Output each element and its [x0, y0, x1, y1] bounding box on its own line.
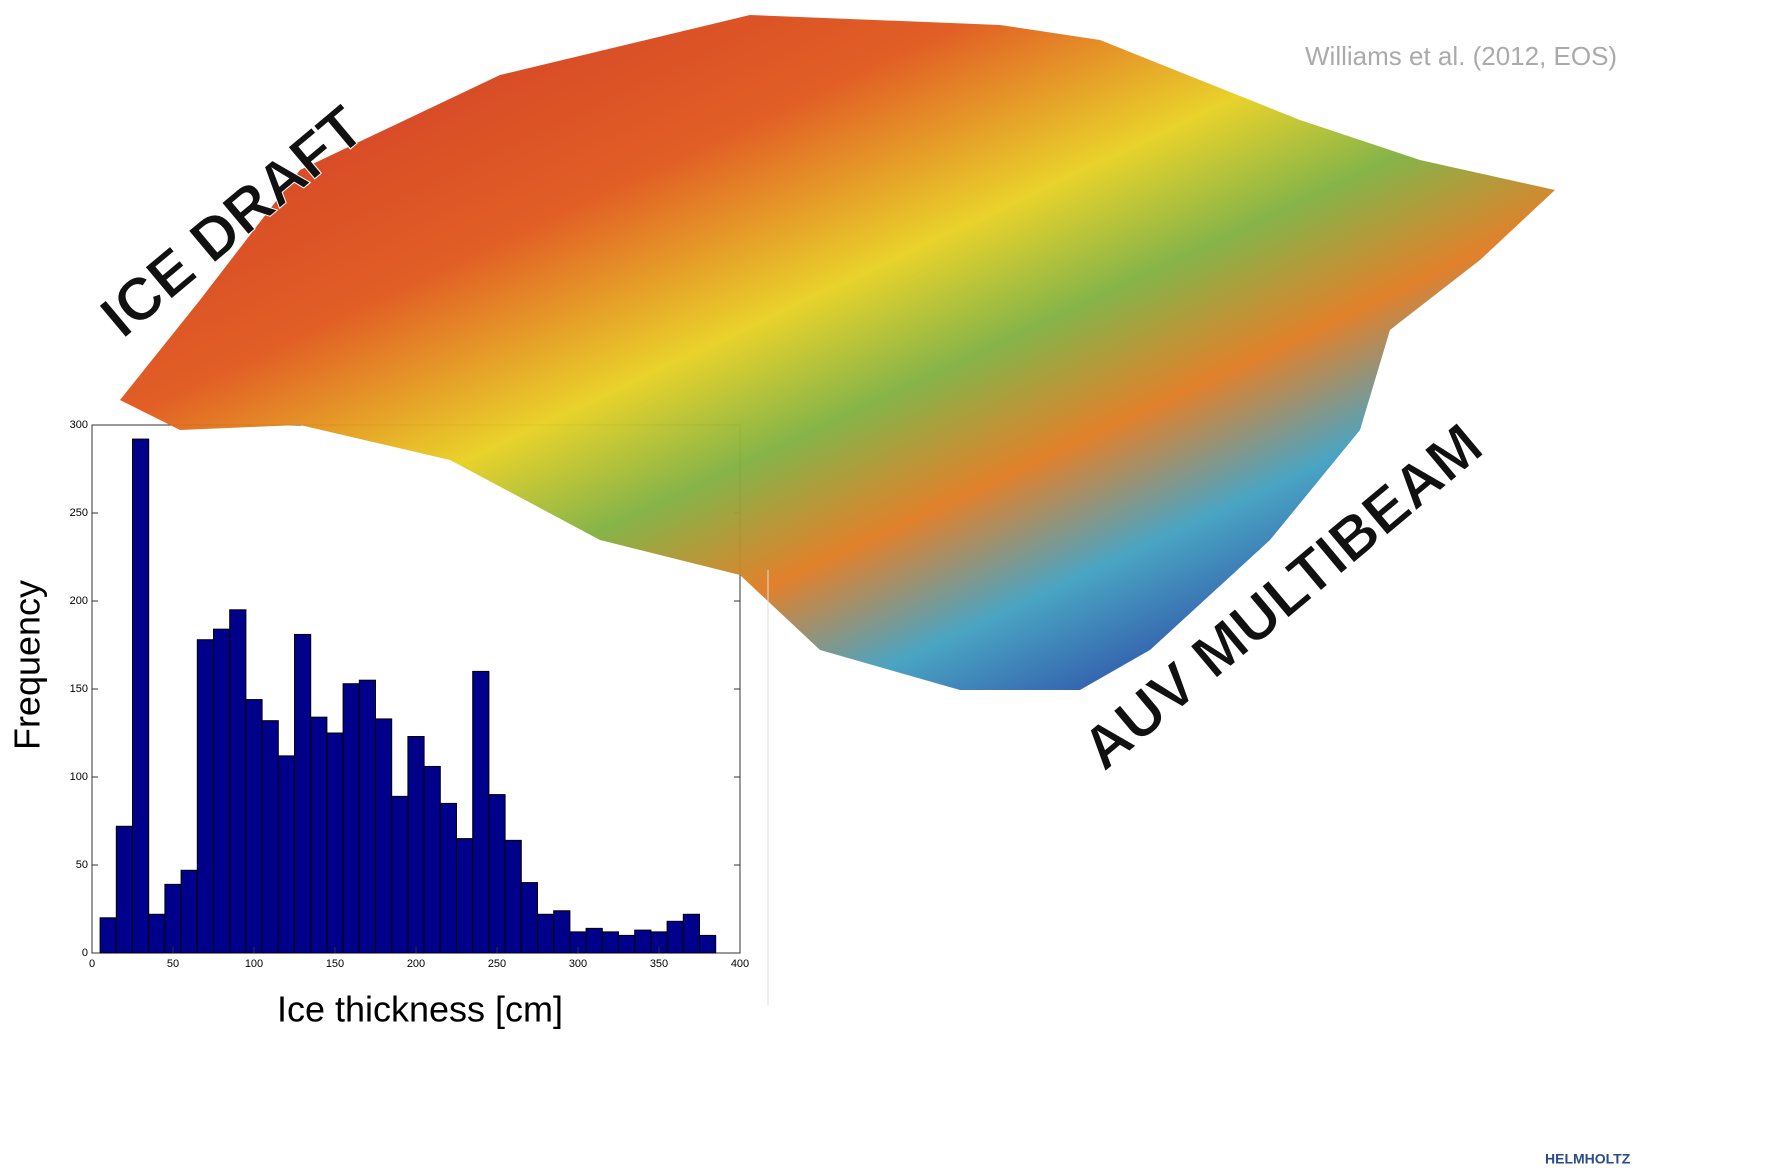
logo: HELMHOLTZ — [1545, 1151, 1631, 1167]
bar — [554, 911, 570, 953]
x-tick-label: 250 — [488, 958, 506, 970]
bar — [635, 930, 651, 953]
bar — [311, 717, 327, 953]
bar — [505, 840, 521, 953]
bar — [538, 914, 554, 953]
x-tick-label: 150 — [326, 958, 344, 970]
y-tick-label: 100 — [70, 771, 88, 783]
bar — [424, 766, 440, 953]
bar — [586, 928, 602, 953]
y-tick-label: 0 — [82, 947, 88, 959]
y-tick-label: 200 — [70, 595, 88, 607]
bar — [683, 914, 699, 953]
x-tick-label: 50 — [167, 958, 179, 970]
bar — [602, 932, 618, 953]
bar — [343, 684, 359, 953]
bar — [408, 737, 424, 953]
bar — [278, 756, 294, 953]
x-tick-label: 100 — [245, 958, 263, 970]
bar — [521, 883, 537, 953]
bar — [473, 671, 489, 953]
x-tick-label: 350 — [650, 958, 668, 970]
bar — [376, 719, 392, 953]
bar — [197, 640, 213, 953]
bar — [359, 680, 375, 953]
citation: Williams et al. (2012, EOS) — [1305, 41, 1617, 71]
y-tick-label: 150 — [70, 683, 88, 695]
bar — [214, 629, 230, 953]
x-tick-label: 400 — [731, 958, 749, 970]
bar — [100, 918, 116, 953]
y-axis-title: Frequency — [7, 580, 48, 750]
bar — [619, 935, 635, 953]
x-tick-label: 0 — [89, 958, 95, 970]
bar — [149, 914, 165, 953]
bar — [457, 839, 473, 953]
y-tick-label: 50 — [76, 859, 88, 871]
bar — [181, 870, 197, 953]
bar — [116, 826, 132, 953]
bar — [667, 921, 683, 953]
bar — [230, 610, 246, 953]
bar — [392, 796, 408, 953]
bar — [700, 935, 716, 953]
page: 0 50 100 150 200 250 300 350 400 0 50 100 150 200 250 3… — [0, 0, 1781, 1170]
y-tick-label: 250 — [70, 507, 88, 519]
bar — [489, 795, 505, 953]
bar — [295, 634, 311, 953]
x-tick-label: 300 — [569, 958, 587, 970]
y-tick-label: 300 — [70, 419, 88, 431]
bar — [262, 721, 278, 953]
bar — [327, 733, 343, 953]
bar — [133, 439, 149, 953]
bar — [165, 884, 181, 953]
bar — [440, 803, 456, 953]
x-axis-title: Ice thickness [cm] — [277, 989, 563, 1030]
slide: 0 50 100 150 200 250 300 350 400 0 50 100 150 200 250 3… — [0, 0, 1781, 1170]
x-tick-label: 200 — [407, 958, 425, 970]
bar — [246, 700, 262, 953]
